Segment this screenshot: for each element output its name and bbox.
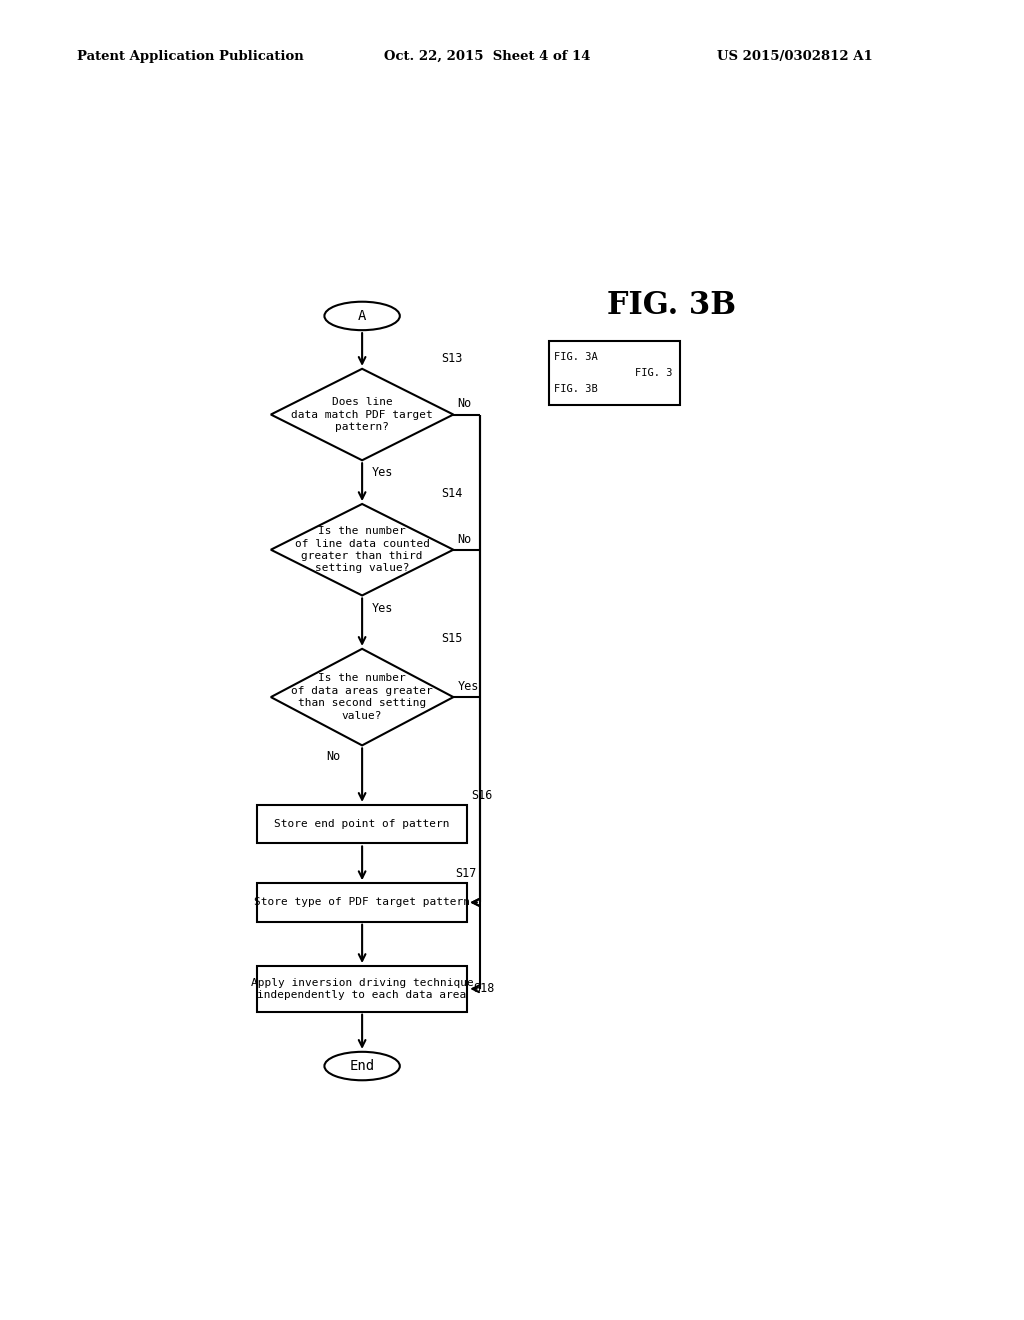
Text: FIG. 3B: FIG. 3B [607,290,736,321]
Text: Store end point of pattern: Store end point of pattern [274,820,450,829]
Text: Store type of PDF target pattern: Store type of PDF target pattern [254,898,470,907]
Text: FIG. 3: FIG. 3 [635,368,673,379]
Bar [257,966,467,1011]
Text: Yes: Yes [372,466,393,479]
Polygon shape [270,368,454,461]
Bar [549,342,680,405]
Text: S17: S17 [456,867,477,880]
Text: Apply inversion driving technique
independently to each data area: Apply inversion driving technique indepe… [251,978,473,1001]
Text: Patent Application Publication: Patent Application Publication [77,50,303,63]
Text: S16: S16 [471,789,493,801]
Text: S15: S15 [441,632,463,644]
Text: S13: S13 [441,351,463,364]
Text: Oct. 22, 2015  Sheet 4 of 14: Oct. 22, 2015 Sheet 4 of 14 [384,50,591,63]
Bar [257,883,467,921]
Text: Is the number
of data areas greater
than second setting
value?: Is the number of data areas greater than… [291,673,433,721]
Text: Yes: Yes [458,680,478,693]
Text: No: No [327,751,341,763]
Text: US 2015/0302812 A1: US 2015/0302812 A1 [717,50,872,63]
Text: S14: S14 [441,487,463,500]
Text: Is the number
of line data counted
greater than third
setting value?: Is the number of line data counted great… [295,527,430,573]
Text: Does line
data match PDF target
pattern?: Does line data match PDF target pattern? [291,397,433,432]
Text: Yes: Yes [372,602,393,615]
Bar [257,805,467,843]
Text: FIG. 3A: FIG. 3A [554,352,598,363]
Text: No: No [458,397,472,411]
Text: End: End [349,1059,375,1073]
Ellipse shape [325,1052,399,1080]
Ellipse shape [325,302,399,330]
Polygon shape [270,504,454,595]
Text: A: A [358,309,367,323]
Polygon shape [270,649,454,746]
Text: No: No [458,533,472,545]
Text: FIG. 3B: FIG. 3B [554,384,598,395]
Text: S18: S18 [474,982,495,995]
